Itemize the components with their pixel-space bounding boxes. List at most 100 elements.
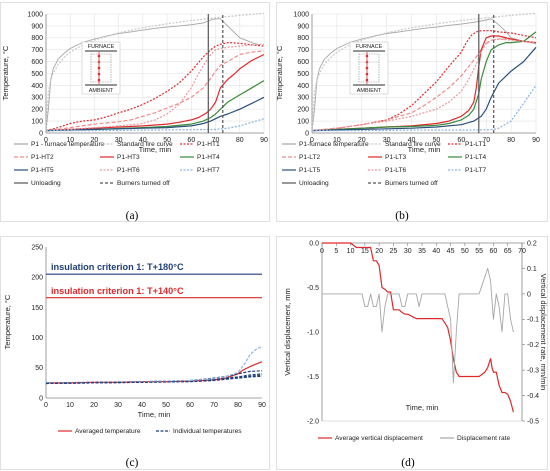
- y-right-tick-label: 0: [527, 291, 531, 298]
- y-tick-label: 800: [31, 35, 43, 42]
- inset-thermocouple-point: [97, 72, 101, 76]
- legend-label-p1-ht7: P1-HT7: [197, 167, 220, 174]
- y-tick-label: 300: [31, 95, 43, 102]
- x-tick-label: 70: [482, 137, 490, 144]
- y-tick-label: 200: [31, 275, 43, 282]
- criterion-annotation: insulation criterion 1: T+180°C: [51, 262, 184, 272]
- series-line-unlabelled: [46, 346, 263, 384]
- series-line-p1-lt4: [311, 31, 537, 132]
- y-tick-label: 1000: [293, 11, 309, 18]
- y-tick-label: 50: [35, 365, 43, 372]
- x-tick-label: 60: [490, 248, 498, 255]
- x-tick-label: 40: [138, 402, 146, 409]
- x-tick-label: 10: [66, 402, 74, 409]
- series-line-displacement-rate: [322, 267, 514, 384]
- series-line-p1-furnace-temperature: [45, 18, 260, 131]
- y-tick-label: -2.0: [307, 418, 319, 425]
- x-tick-label: 45: [447, 248, 455, 255]
- inset-label-furnace: FURNACE: [88, 44, 115, 50]
- legend-label-individual-temperatures: Individual temperatures: [173, 428, 242, 435]
- series-line-p1-lt2: [311, 38, 537, 132]
- y-right-axis-label: Vertical displacement rate, mm/min: [539, 274, 548, 391]
- x-axis-label: Time, min: [139, 145, 172, 154]
- x-tick-label: 50: [162, 402, 170, 409]
- legend-label-p1-lt2: P1-LT2: [299, 154, 320, 161]
- y-right-tick-label: -0.2: [527, 342, 539, 349]
- y-right-tick-label: -0.3: [527, 368, 539, 375]
- y-tick-label: 250: [31, 244, 43, 251]
- x-tick-label: 0: [310, 137, 314, 144]
- x-tick-label: 10: [347, 248, 355, 255]
- y-right-tick-label: -0.1: [527, 317, 539, 324]
- legend-label-burners-turned-off: Burners turned off: [117, 180, 170, 187]
- panel-frame: [0, 2, 270, 222]
- legend-label-p1-ht5: P1-HT5: [31, 167, 54, 174]
- x-tick-label: 30: [114, 402, 122, 409]
- y-tick-label: -1.0: [307, 329, 319, 336]
- x-tick-label: 60: [186, 402, 194, 409]
- inset-core: [90, 53, 112, 83]
- legend-label-p1-furnace-temperature: P1 - furnace temperature: [31, 141, 105, 148]
- panel-a: 0 100 200 300 400 500 600 700 800 900 1000 0 10 20 30 4…: [0, 2, 270, 222]
- subfigure-label-d: (d): [401, 457, 415, 469]
- panel-frame: [0, 236, 270, 470]
- y-right-tick-label: 0.1: [527, 266, 537, 273]
- y-tick-label: 0.0: [309, 240, 319, 247]
- x-tick-label: 70: [518, 248, 526, 255]
- y-tick-label: 200: [31, 107, 43, 114]
- y-tick-label: 100: [31, 119, 43, 126]
- legend-label-standard-fire-curve: Standard fire curve: [117, 141, 173, 148]
- legend-label-p1-lt3: P1-LT3: [385, 154, 406, 161]
- y-tick-label: 800: [297, 35, 309, 42]
- legend-label-burners-turned-off: Burners turned off: [385, 180, 438, 187]
- x-tick-label: 10: [66, 137, 74, 144]
- criterion-annotation: insulation criterion 1: T+140°C: [51, 286, 184, 296]
- x-tick-label: 65: [504, 248, 512, 255]
- series-line-p1-lt6: [311, 38, 537, 132]
- legend-label-p1-ht2: P1-HT2: [31, 154, 54, 161]
- legend-label-p1-ht1: P1-HT1: [197, 141, 220, 148]
- x-tick-label: 90: [532, 137, 540, 144]
- panel-c: 0 50 100 150 200 250 0 10 20 30 40 50 60 70 80 90 Time, …: [0, 236, 270, 470]
- series-line-p1-ht7: [46, 118, 265, 132]
- y-tick-label: 150: [31, 305, 43, 312]
- y-tick-label: 900: [297, 23, 309, 30]
- inset-thermocouple-point: [365, 72, 369, 76]
- inset-label-furnace: FURNACE: [356, 44, 383, 50]
- y-tick-label: 0: [39, 130, 43, 137]
- y-axis-label: Vertical displacement, mm: [283, 288, 292, 376]
- inset-thermocouple-point: [97, 54, 101, 58]
- y-axis-label: Temperature, °C: [275, 45, 284, 100]
- x-tick-label: 55: [475, 248, 483, 255]
- x-tick-label: 0: [44, 137, 48, 144]
- x-tick-label: 5: [334, 248, 338, 255]
- x-tick-label: 20: [375, 248, 383, 255]
- x-axis-label: Time, min: [408, 145, 441, 154]
- x-tick-label: 40: [408, 137, 416, 144]
- panel-d: 0.0 -0.5 -1.0 -1.5 -2.0 0.2 0.1 0 -0.1 -0.2 -0.3 -0…: [276, 236, 548, 470]
- inset-thermocouple-point: [365, 54, 369, 58]
- x-tick-label: 50: [163, 137, 171, 144]
- panel-b: 0 100 200 300 400 500 600 700 800 900 1000 0 10 20 30 4…: [275, 2, 548, 222]
- legend-label-p1-lt7: P1-LT7: [465, 167, 486, 174]
- y-tick-label: 0: [39, 395, 43, 402]
- x-tick-label: 70: [212, 137, 220, 144]
- series-line-p1-furnace-temperature: [311, 18, 537, 131]
- x-tick-label: 80: [236, 137, 244, 144]
- y-right-tick-label: -0.5: [527, 418, 539, 425]
- legend-label-p1-ht4: P1-HT4: [197, 154, 220, 161]
- x-tick-label: 20: [358, 137, 366, 144]
- x-tick-label: 40: [432, 248, 440, 255]
- x-tick-label: 10: [333, 137, 341, 144]
- inset-thermocouple-point: [365, 78, 369, 82]
- y-tick-label: 100: [297, 119, 309, 126]
- y-tick-label: 700: [31, 47, 43, 54]
- x-tick-label: 30: [404, 248, 412, 255]
- x-tick-label: 40: [139, 137, 147, 144]
- inset-label-ambient: AMBIENT: [89, 88, 114, 94]
- x-tick-label: 0: [44, 402, 48, 409]
- x-tick-label: 90: [260, 137, 268, 144]
- x-tick-label: 50: [433, 137, 441, 144]
- legend-label-displacement-rate: Displacement rate: [457, 435, 510, 442]
